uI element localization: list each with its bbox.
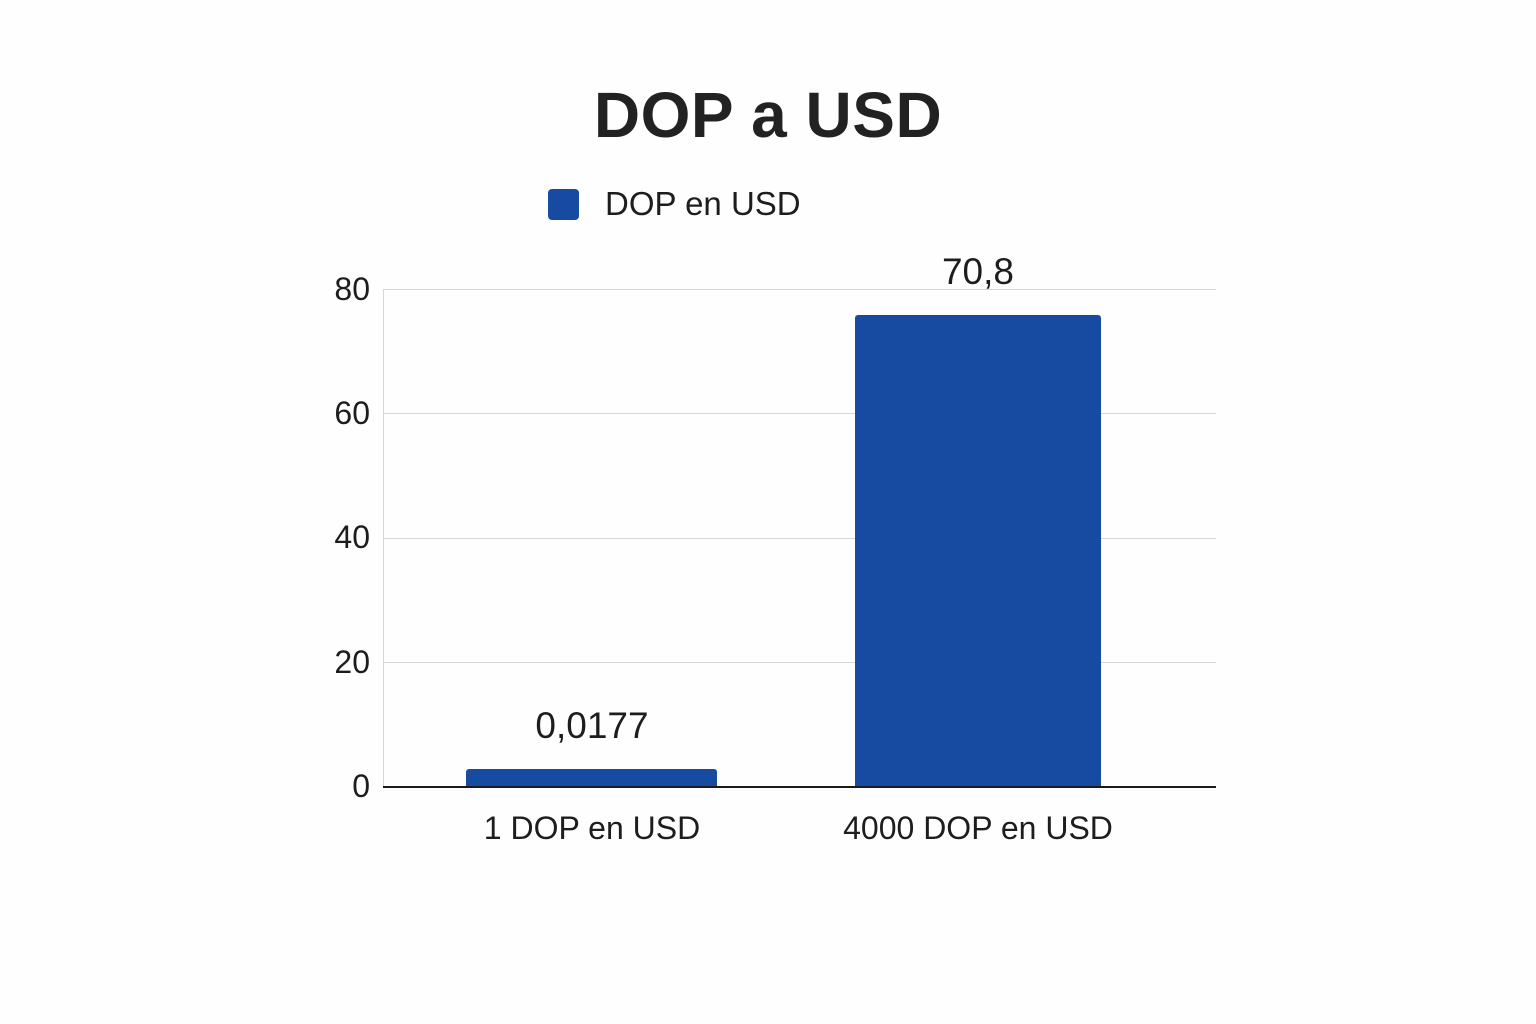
bar-value-label-1: 0,0177 bbox=[535, 705, 649, 746]
legend-swatch-icon bbox=[548, 188, 579, 220]
y-tick-40: 40 bbox=[334, 519, 370, 555]
gridline-40 bbox=[383, 538, 1216, 539]
y-tick-0: 0 bbox=[352, 768, 370, 804]
gridline-80 bbox=[383, 289, 1216, 290]
y-axis-line bbox=[383, 289, 384, 787]
bar-1-dop bbox=[466, 769, 717, 787]
legend-label: DOP en USD bbox=[605, 185, 801, 222]
chart-title: DOP a USD bbox=[593, 79, 943, 151]
bar-value-label-2: 70,8 bbox=[941, 251, 1014, 292]
x-tick-label-2: 4000 DOP en USD bbox=[843, 810, 1113, 846]
x-tick-label-1: 1 DOP en USD bbox=[483, 810, 701, 846]
plot-area bbox=[383, 289, 1216, 788]
bar-4000-dop bbox=[855, 315, 1101, 787]
legend: DOP en USD bbox=[548, 185, 801, 223]
x-axis-line bbox=[383, 786, 1216, 788]
gridline-20 bbox=[383, 662, 1216, 663]
y-tick-80: 80 bbox=[334, 271, 370, 307]
y-tick-20: 20 bbox=[334, 644, 370, 680]
y-tick-60: 60 bbox=[334, 395, 370, 431]
gridline-60 bbox=[383, 413, 1216, 414]
